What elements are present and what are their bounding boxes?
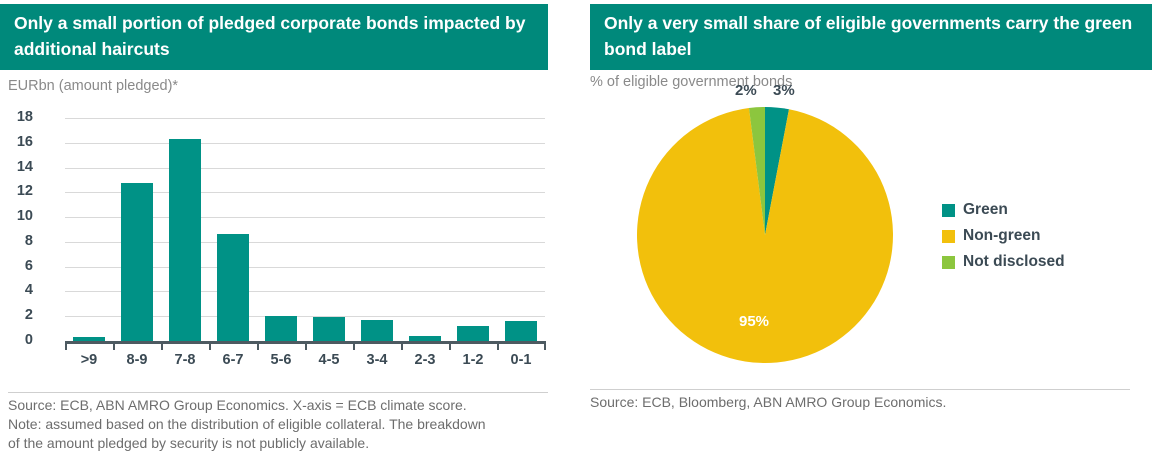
- bar: [265, 316, 297, 341]
- left-panel-title: Only a small portion of pledged corporat…: [0, 4, 548, 70]
- y-axis-tick-label: 8: [24, 232, 33, 249]
- x-axis-tick-label: >9: [80, 352, 98, 368]
- bar-chart: 18 16 14 12 10 8 6 4 2 0 >9 8-9 7-8 6-7 5-6 4-5 3-4 2-3 1…: [0, 108, 570, 373]
- y-axis-tick-label: 2: [24, 307, 33, 324]
- pie-chart: 3% 2% 95% Green Non-green Not disclosed: [576, 82, 1152, 380]
- legend-item: Green: [942, 197, 1065, 223]
- bar: [361, 319, 393, 341]
- bar-cell: [401, 118, 449, 341]
- x-axis-tick-label: 8-9: [126, 352, 148, 368]
- y-axis-tick-label: 4: [24, 282, 33, 299]
- left-axis-unit-caption: EURbn (amount pledged)*: [8, 78, 179, 94]
- gridline: [65, 241, 545, 243]
- bar-cell: [209, 118, 257, 341]
- gridline: [65, 266, 545, 268]
- gridline: [65, 316, 545, 318]
- right-chart-panel: Only a very small share of eligible gove…: [576, 0, 1152, 457]
- bar: [313, 316, 345, 341]
- pie-chart-legend: Green Non-green Not disclosed: [942, 197, 1065, 275]
- x-axis-tick-label: 6-7: [222, 352, 244, 368]
- gridline: [65, 118, 545, 119]
- bar-cell: [353, 118, 401, 341]
- bar: [457, 326, 489, 341]
- legend-item: Not disclosed: [942, 249, 1065, 275]
- x-axis-tickmark: [161, 344, 209, 350]
- y-axis-tick-label: 12: [16, 183, 33, 200]
- x-axis-tick-label: 3-4: [366, 352, 388, 368]
- bar-chart-bars: [65, 118, 545, 341]
- legend-item: Non-green: [942, 223, 1065, 249]
- y-axis-tick-label: 18: [16, 109, 33, 125]
- pie-chart-graphic: 3% 2% 95%: [635, 82, 895, 365]
- y-axis-tick-label: 10: [16, 208, 33, 225]
- y-axis-tick-label: 6: [24, 257, 33, 274]
- y-axis-tick-label: 0: [24, 332, 33, 348]
- pie-label-not-disclosed: 2%: [735, 82, 757, 99]
- pie-slice: [748, 107, 765, 235]
- bar: [409, 336, 441, 341]
- x-axis-tick-label: 7-8: [174, 352, 196, 368]
- pie-label-green: 3%: [773, 82, 795, 99]
- right-source-note: Source: ECB, Bloomberg, ABN AMRO Group E…: [590, 394, 947, 410]
- bar-cell: [65, 118, 113, 341]
- legend-item-label: Non-green: [963, 227, 1041, 244]
- bar-cell: [305, 118, 353, 341]
- pie-slice: [765, 107, 789, 235]
- x-axis-tickmark: [353, 344, 401, 350]
- gridline: [65, 142, 545, 144]
- x-axis-tickmark: [449, 344, 497, 350]
- right-axis-unit-caption: % of eligible government bonds: [590, 74, 793, 90]
- x-axis-tick-label: 5-6: [270, 352, 292, 368]
- left-chart-panel: Only a small portion of pledged corporat…: [0, 4, 570, 451]
- x-axis-tick-label: 2-3: [414, 352, 436, 368]
- x-axis-tickmark: [209, 344, 257, 350]
- gridline: [65, 192, 545, 194]
- legend-item-label: Green: [963, 201, 1008, 218]
- legend-swatch-icon: [942, 203, 955, 217]
- bar: [73, 337, 105, 341]
- right-source-divider: [590, 389, 1130, 390]
- pie-label-non-green: 95%: [739, 313, 770, 330]
- x-axis-tickmark: [65, 344, 113, 350]
- bar: [217, 233, 249, 341]
- x-axis-tickmark: [305, 344, 353, 350]
- y-axis-tick-label: 14: [16, 158, 33, 175]
- bar-cell: [449, 118, 497, 341]
- pie-slice: [637, 108, 893, 364]
- left-source-divider: [8, 392, 548, 393]
- bar: [169, 139, 201, 341]
- pie-slices: [637, 107, 893, 364]
- x-axis-tickmark: [497, 344, 546, 350]
- x-axis-tickmarks: [65, 344, 546, 350]
- x-axis-tickmark: [257, 344, 305, 350]
- gridline: [65, 167, 545, 169]
- gridline: [65, 291, 545, 293]
- legend-swatch-icon: [942, 229, 955, 243]
- x-axis-tickmark: [113, 344, 161, 350]
- x-axis-tick-label: 0-1: [510, 352, 532, 368]
- x-axis-tick-label: 1-2: [462, 352, 484, 368]
- bar-cell: [161, 118, 209, 341]
- right-panel-title: Only a very small share of eligible gove…: [590, 4, 1152, 70]
- bar-cell: [257, 118, 305, 341]
- bar: [121, 183, 153, 341]
- bar: [505, 321, 537, 341]
- gridline: [65, 217, 545, 219]
- x-axis-tickmark: [401, 344, 449, 350]
- x-axis-tick-label: 4-5: [318, 352, 340, 368]
- bar-cell: [497, 118, 545, 341]
- bar-cell: [113, 118, 161, 341]
- legend-item-label: Not disclosed: [963, 253, 1065, 270]
- left-source-note: Source: ECB, ABN AMRO Group Economics. X…: [8, 397, 486, 451]
- x-axis-labels: >9 8-9 7-8 6-7 5-6 4-5 3-4 2-3 1-2 0-1: [65, 352, 545, 368]
- legend-swatch-icon: [942, 255, 955, 269]
- x-axis-line: [65, 341, 546, 344]
- y-axis-tick-label: 16: [16, 133, 33, 150]
